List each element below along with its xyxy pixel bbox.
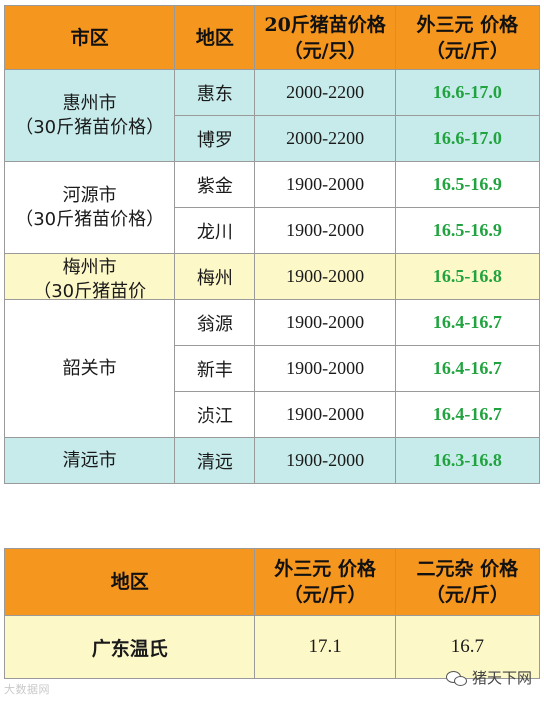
table-row: 韶关市 翁源 1900-2000 16.4-16.7: [3, 299, 541, 438]
piglet-price-cell: 2000-2200: [254, 115, 396, 162]
outbound-price-cell: 16.4-16.7: [394, 391, 541, 438]
city-note: （30斤猪苗价格）: [15, 116, 165, 138]
header-outbound-price: 外三元 价格（元/斤）: [394, 5, 541, 70]
regional-price-table: 市区 地区 20斤猪苗价格（元/只） 外三元 价格（元/斤） 惠州市 （30斤猪苗…: [3, 5, 541, 484]
piglet-price-cell: 1900-2000: [254, 299, 396, 346]
piglet-price-cell: 1900-2000: [254, 253, 396, 300]
summary-header-region: 地区: [3, 548, 256, 616]
city-name: 惠州市: [62, 92, 117, 114]
city-name: 梅州市: [62, 257, 117, 278]
city-cell: 惠州市 （30斤猪苗价格）: [3, 69, 176, 162]
district-cell: 浈江: [174, 391, 256, 438]
header-district: 地区: [174, 5, 256, 70]
piglet-price-cell: 2000-2200: [254, 69, 396, 116]
price-table-body: 惠州市 （30斤猪苗价格） 惠东 2000-2200 16.6-17.0 博罗 2000-2…: [3, 69, 541, 484]
outbound-price-cell: 16.6-17.0: [394, 69, 541, 116]
city-name: 清远市: [62, 449, 117, 471]
city-note: （30斤猪苗价: [33, 281, 147, 299]
table-row: 河源市 （30斤猪苗价格） 紫金 1900-2000 16.5-16.9: [3, 161, 541, 254]
outbound-price-cell: 16.4-16.7: [394, 299, 541, 346]
piglet-price-cell: 1900-2000: [254, 437, 396, 484]
district-cell: 新丰: [174, 345, 256, 392]
summary-header-two-cross: 二元杂 价格（元/斤）: [394, 548, 541, 616]
header-piglet-price: 20斤猪苗价格（元/只）: [254, 5, 396, 70]
piglet-price-cell: 1900-2000: [254, 207, 396, 254]
district-cell: 博罗: [174, 115, 256, 162]
district-cell: 梅州: [174, 253, 256, 300]
district-cell: 龙川: [174, 207, 256, 254]
city-name: 韶关市: [62, 357, 117, 379]
summary-outbound-price: 17.1: [254, 615, 396, 679]
outbound-price-cell: 16.4-16.7: [394, 345, 541, 392]
city-cell: 韶关市: [3, 299, 176, 438]
watermark-left: 大数据网: [4, 683, 50, 696]
table-row: 博罗 2000-2200 16.6-17.0: [4, 115, 541, 162]
district-cell: 清远: [174, 437, 256, 484]
city-cell: 清远市: [3, 437, 176, 484]
outbound-price-cell: 16.3-16.8: [394, 437, 541, 484]
piglet-price-cell: 1900-2000: [254, 391, 396, 438]
price-table-header-row: 市区 地区 20斤猪苗价格（元/只） 外三元 价格（元/斤）: [3, 5, 541, 70]
piglet-price-cell: 1900-2000: [254, 161, 396, 208]
table-row: 梅州市 （30斤猪苗价 梅州 1900-2000 16.5-16.8: [3, 253, 541, 300]
summary-region: 广东温氏: [3, 615, 256, 679]
district-cell: 翁源: [174, 299, 256, 346]
outbound-price-cell: 16.5-16.9: [394, 161, 541, 208]
outbound-price-cell: 16.5-16.8: [394, 253, 541, 300]
summary-header-row: 地区 外三元 价格（元/斤） 二元杂 价格（元/斤）: [3, 548, 541, 616]
summary-two-cross-price: 16.7: [394, 615, 541, 679]
table-row: 惠州市 （30斤猪苗价格） 惠东 2000-2200 16.6-17.0: [3, 69, 541, 162]
city-cell: 梅州市 （30斤猪苗价: [3, 253, 176, 300]
watermark-right-text: 猪天下网: [471, 669, 532, 687]
header-city: 市区: [3, 5, 176, 70]
city-name: 河源市: [62, 184, 117, 206]
summary-header-outbound: 外三元 价格（元/斤）: [254, 548, 396, 616]
wens-summary-table: 地区 外三元 价格（元/斤） 二元杂 价格（元/斤） 广东温氏 17.1 16.…: [3, 548, 541, 679]
summary-row: 广东温氏 17.1 16.7: [3, 615, 541, 679]
district-cell: 惠东: [174, 69, 256, 116]
outbound-price-cell: 16.5-16.9: [394, 207, 541, 254]
table-row: 清远市 清远 1900-2000 16.3-16.8: [3, 437, 541, 484]
piglet-price-cell: 1900-2000: [254, 345, 396, 392]
watermark-right: 猪天下网: [445, 667, 532, 688]
outbound-price-cell: 16.6-17.0: [394, 115, 541, 162]
district-cell: 紫金: [174, 161, 256, 208]
wechat-icon: [445, 670, 468, 686]
city-note: （30斤猪苗价格）: [15, 208, 165, 230]
city-cell: 河源市 （30斤猪苗价格）: [3, 161, 176, 254]
